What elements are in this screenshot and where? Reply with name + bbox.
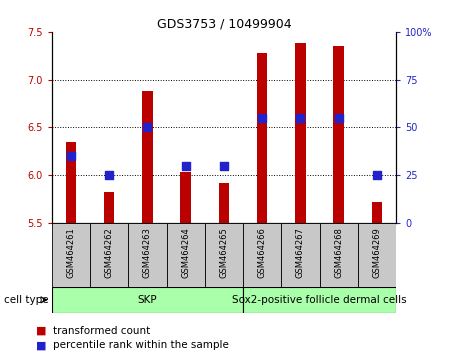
Bar (180, 172, 191, 223)
Point (335, 115, 342, 121)
Text: SKP: SKP (138, 295, 157, 305)
Bar (320, 223, 358, 289)
Text: GSM464266: GSM464266 (257, 228, 266, 279)
Text: GSM464262: GSM464262 (104, 228, 113, 278)
Bar (295, 43, 306, 223)
Bar (104, 193, 114, 223)
Text: GSM464264: GSM464264 (181, 228, 190, 278)
Title: GDS3753 / 10499904: GDS3753 / 10499904 (157, 18, 291, 31)
Bar (257, 53, 267, 223)
Point (374, 172, 381, 178)
Bar (166, 223, 205, 289)
Point (105, 172, 112, 178)
Text: GSM464267: GSM464267 (296, 228, 305, 279)
Text: cell type: cell type (4, 295, 49, 305)
Text: GSM464265: GSM464265 (220, 228, 228, 278)
Bar (333, 46, 344, 223)
Bar (358, 223, 396, 289)
Bar (52, 287, 243, 313)
Point (220, 163, 227, 169)
Bar (142, 91, 153, 223)
Bar (243, 287, 396, 313)
Text: GSM464263: GSM464263 (143, 228, 152, 279)
Text: GSM464269: GSM464269 (373, 228, 382, 278)
Text: GSM464268: GSM464268 (334, 228, 343, 279)
Bar (128, 223, 166, 289)
Point (297, 115, 304, 121)
Text: percentile rank within the sample: percentile rank within the sample (53, 340, 229, 350)
Bar (281, 223, 320, 289)
Bar (90, 223, 128, 289)
Text: ■: ■ (36, 340, 46, 350)
Bar (372, 202, 382, 223)
Text: GSM464261: GSM464261 (67, 228, 76, 278)
Text: transformed count: transformed count (53, 326, 150, 336)
Point (144, 125, 151, 130)
Bar (66, 142, 76, 223)
Bar (205, 223, 243, 289)
Text: ■: ■ (36, 326, 46, 336)
Bar (219, 183, 229, 223)
Point (258, 115, 265, 121)
Point (182, 163, 189, 169)
Bar (243, 223, 281, 289)
Bar (52, 223, 90, 289)
Point (68, 153, 75, 159)
Text: Sox2-positive follicle dermal cells: Sox2-positive follicle dermal cells (232, 295, 407, 305)
